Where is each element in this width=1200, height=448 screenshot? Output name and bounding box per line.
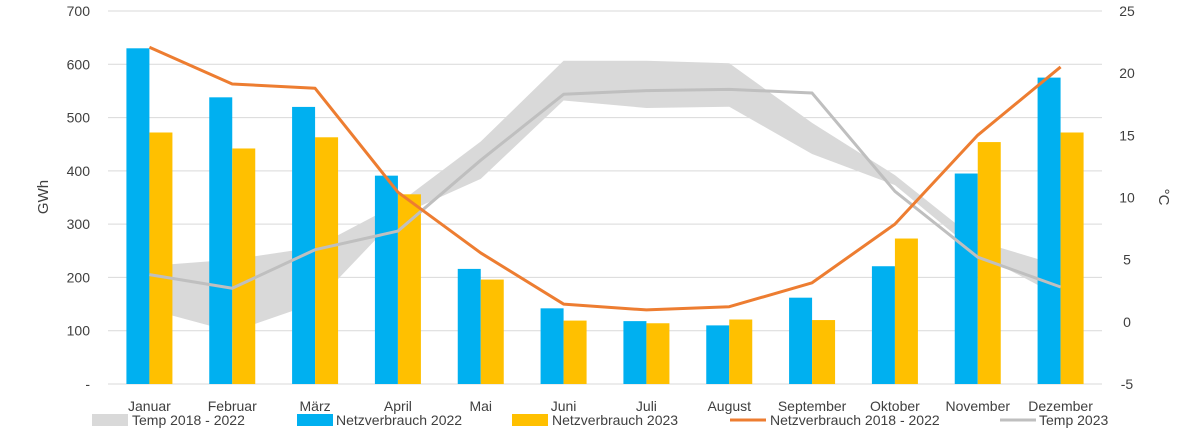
tick-labels: - 100 200 300 400 500 600 700 -5 0 5 10 15 20 25 Januar… [67,3,1135,414]
legend-label: Netzverbrauch 2022 [336,412,462,428]
y-tick-label: 200 [67,269,91,285]
temp-band-layer [149,60,1061,332]
bar-netzverbrauch-2022 [292,106,316,385]
legend-swatch [297,414,333,426]
bar-netzverbrauch-2023 [977,142,1001,384]
bar-netzverbrauch-2023 [315,137,339,384]
bar-netzverbrauch-2022 [374,175,398,384]
x-tick-label: Mai [469,398,492,414]
line-temp-2023 [149,87,1062,290]
y2-tick-label: 0 [1123,314,1131,330]
x-tick-label: Juli [636,398,657,414]
bar-netzverbrauch-2023 [397,194,421,384]
x-tick-label: Februar [208,398,257,414]
y2-tick-label: 15 [1119,127,1135,143]
x-tick-label: Juni [551,398,577,414]
x-tick-label: August [707,398,751,414]
x-tick-label: April [384,398,412,414]
x-tick-label: Oktober [870,398,920,414]
legend-label: Netzverbrauch 2023 [552,412,678,428]
legend-swatch [92,414,128,426]
y2-tick-label: 25 [1119,3,1135,19]
x-tick-label: Januar [128,398,171,414]
bar-netzverbrauch-2022 [540,308,564,384]
bars-layer [126,48,1084,385]
bar-netzverbrauch-2023 [1060,132,1084,384]
legend-label: Temp 2023 [1039,412,1108,428]
y-tick-label: 600 [67,56,91,72]
bar-netzverbrauch-2022 [209,97,233,384]
bar-netzverbrauch-2023 [232,148,256,384]
bar-netzverbrauch-2022 [954,173,978,384]
legend-swatch [512,414,548,426]
y2-tick-label: -5 [1121,376,1134,392]
line-netzverbrauch-2018-2022 [148,45,1062,312]
x-tick-label: März [300,398,331,414]
y-tick-label: 700 [67,3,91,19]
bar-netzverbrauch-2023 [729,319,753,384]
y-tick-label: 400 [67,163,91,179]
bar-netzverbrauch-2023 [646,323,670,384]
temp-2018-2022-band [149,60,1061,332]
y-tick-label: - [85,376,90,392]
y-tick-label: 500 [67,110,91,126]
bar-netzverbrauch-2022 [1037,77,1061,384]
legend-label: Netzverbrauch 2018 - 2022 [770,412,940,428]
y-tick-label: 300 [67,216,91,232]
y-axis-title: GWh [35,180,52,214]
y2-tick-label: 20 [1119,65,1135,81]
bar-netzverbrauch-2022 [706,325,730,384]
legend: Temp 2018 - 2022 Netzverbrauch 2022 Netzve… [92,412,1108,428]
x-tick-label: Dezember [1028,398,1093,414]
x-tick-label: November [945,398,1010,414]
y2-tick-label: 10 [1119,190,1135,206]
legend-label: Temp 2018 - 2022 [132,412,245,428]
y-tick-label: 100 [67,323,91,339]
bar-netzverbrauch-2023 [563,320,587,384]
bar-netzverbrauch-2023 [149,132,173,384]
lines-layer [148,45,1062,312]
bar-netzverbrauch-2023 [480,279,504,384]
bar-netzverbrauch-2022 [457,268,481,384]
bar-netzverbrauch-2022 [623,321,647,384]
bar-netzverbrauch-2023 [812,320,836,384]
bar-netzverbrauch-2023 [894,238,918,384]
y2-tick-label: 5 [1123,252,1131,268]
x-tick-label: September [778,398,847,414]
bar-netzverbrauch-2022 [789,297,813,384]
bar-netzverbrauch-2022 [126,48,150,385]
y2-axis-title: °C [1155,189,1172,206]
bar-netzverbrauch-2022 [871,266,895,384]
